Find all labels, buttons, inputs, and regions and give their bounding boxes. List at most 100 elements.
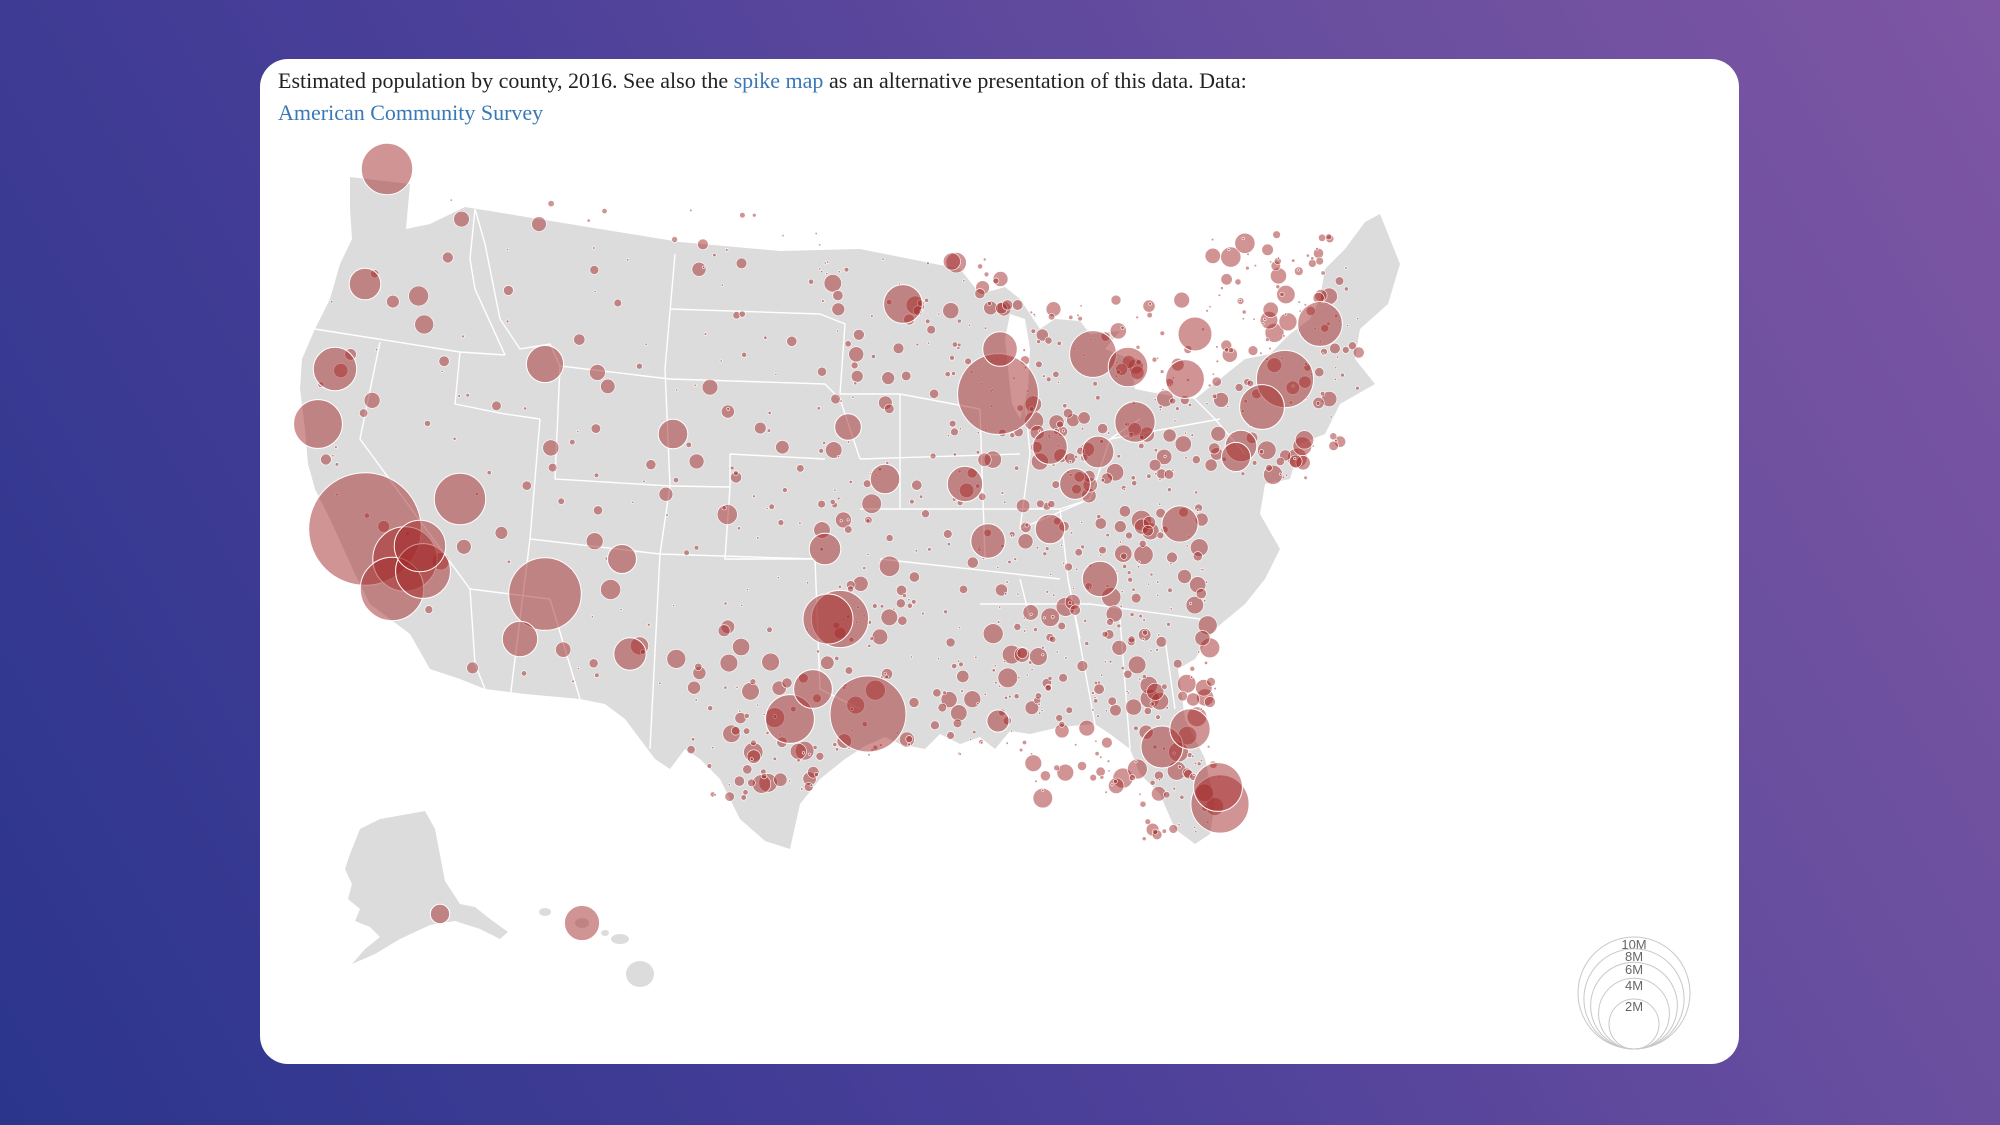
county-dot: [1167, 587, 1173, 593]
county-dot: [740, 794, 747, 801]
county-bubble-oklahoma-city: [808, 532, 842, 566]
county-dot: [1163, 791, 1171, 799]
map-card: 10M 8M 6M 4M 2M Estimated population by coun…: [260, 59, 1739, 1064]
county-dot: [1155, 647, 1159, 652]
county-dot: [865, 518, 871, 524]
county-dot: [821, 299, 825, 303]
county-dot: [1048, 635, 1057, 644]
county-dot: [907, 742, 911, 747]
county-dot: [1315, 256, 1324, 266]
county-dot: [600, 378, 616, 395]
spike-map-link[interactable]: spike map: [733, 68, 824, 93]
county-dot: [1067, 600, 1073, 606]
county-dot: [1204, 580, 1209, 584]
county-dot: [1094, 751, 1100, 757]
county-dot: [1099, 553, 1103, 557]
county-dot: [1107, 769, 1111, 773]
county-dot: [1311, 444, 1315, 448]
county-dot: [892, 607, 896, 611]
county-dot: [1329, 342, 1341, 355]
data-source-link[interactable]: American Community Survey: [278, 100, 544, 125]
county-dot: [767, 410, 772, 415]
county-dot: [1056, 340, 1062, 346]
county-dot: [982, 623, 1004, 645]
county-dot: [980, 741, 984, 745]
county-bubble-minneapolis: [883, 284, 923, 324]
county-bubble-denver: [657, 418, 689, 450]
county-dot: [975, 450, 981, 455]
county-dot: [1205, 402, 1209, 406]
county-dot: [1080, 520, 1084, 524]
county-dot: [1024, 754, 1042, 772]
county-dot: [1021, 739, 1027, 745]
county-dot: [905, 735, 914, 743]
county-dot: [374, 348, 379, 352]
county-dot: [1329, 415, 1333, 419]
caption-text-2: as an alternative presentation of this d…: [823, 68, 1247, 93]
county-dot: [1024, 522, 1030, 528]
county-dot: [743, 727, 751, 735]
county-dot: [1143, 706, 1152, 715]
county-dot: [1128, 774, 1136, 782]
county-bubble-broward: [1193, 762, 1243, 812]
county-dot: [951, 371, 956, 376]
county-dot: [1173, 291, 1190, 309]
county-dot: [815, 751, 825, 761]
county-dot: [1032, 313, 1036, 317]
county-dot: [983, 271, 990, 278]
county-dot: [1165, 706, 1169, 710]
county-dot: [884, 674, 889, 680]
county-dot: [977, 452, 992, 467]
county-dot: [895, 598, 906, 609]
county-dot: [998, 605, 1002, 609]
county-dot: [924, 297, 929, 303]
county-dot: [1293, 456, 1297, 460]
county-dot: [1075, 567, 1079, 572]
county-dot: [881, 668, 893, 680]
county-dot: [1146, 312, 1153, 319]
county-bubble-milwaukee: [982, 331, 1018, 367]
county-dot: [1005, 741, 1009, 745]
county-dot: [1100, 478, 1105, 483]
county-dot: [948, 420, 957, 428]
county-dot: [909, 499, 915, 505]
county-dot: [1234, 383, 1244, 392]
county-dot: [1103, 660, 1107, 664]
county-dot: [1061, 429, 1066, 433]
county-dot: [866, 552, 870, 556]
county-dot: [1120, 552, 1128, 560]
county-dot: [1211, 376, 1222, 387]
county-dot: [1333, 377, 1337, 382]
county-dot: [1136, 565, 1141, 569]
county-dot: [1166, 622, 1171, 627]
county-dot: [1050, 614, 1055, 619]
county-dot: [1130, 592, 1142, 604]
county-dot: [1190, 433, 1194, 437]
county-dot: [712, 253, 717, 258]
county-dot: [964, 357, 972, 365]
county-dot: [1149, 649, 1153, 653]
county-dot: [1194, 490, 1199, 495]
county-dot: [505, 319, 510, 324]
county-dot: [967, 323, 971, 327]
county-dot: [1123, 669, 1133, 679]
county-dot: [1268, 346, 1272, 351]
county-dot: [1348, 341, 1357, 351]
county-dot: [1137, 560, 1141, 564]
county-dot: [1342, 346, 1350, 354]
county-dot: [1022, 629, 1027, 633]
county-dot: [1155, 356, 1159, 360]
county-dot: [977, 263, 983, 270]
county-dot: [1035, 328, 1049, 342]
county-dot: [571, 679, 575, 684]
county-dot: [1127, 758, 1148, 780]
county-bubble-louisville: [1059, 468, 1091, 500]
county-dot: [749, 757, 754, 762]
county-dot: [930, 720, 940, 731]
county-dot: [846, 518, 850, 522]
county-dot: [1147, 582, 1151, 586]
county-dot: [843, 267, 850, 273]
county-dot: [644, 342, 648, 346]
county-dot: [1001, 299, 1013, 311]
